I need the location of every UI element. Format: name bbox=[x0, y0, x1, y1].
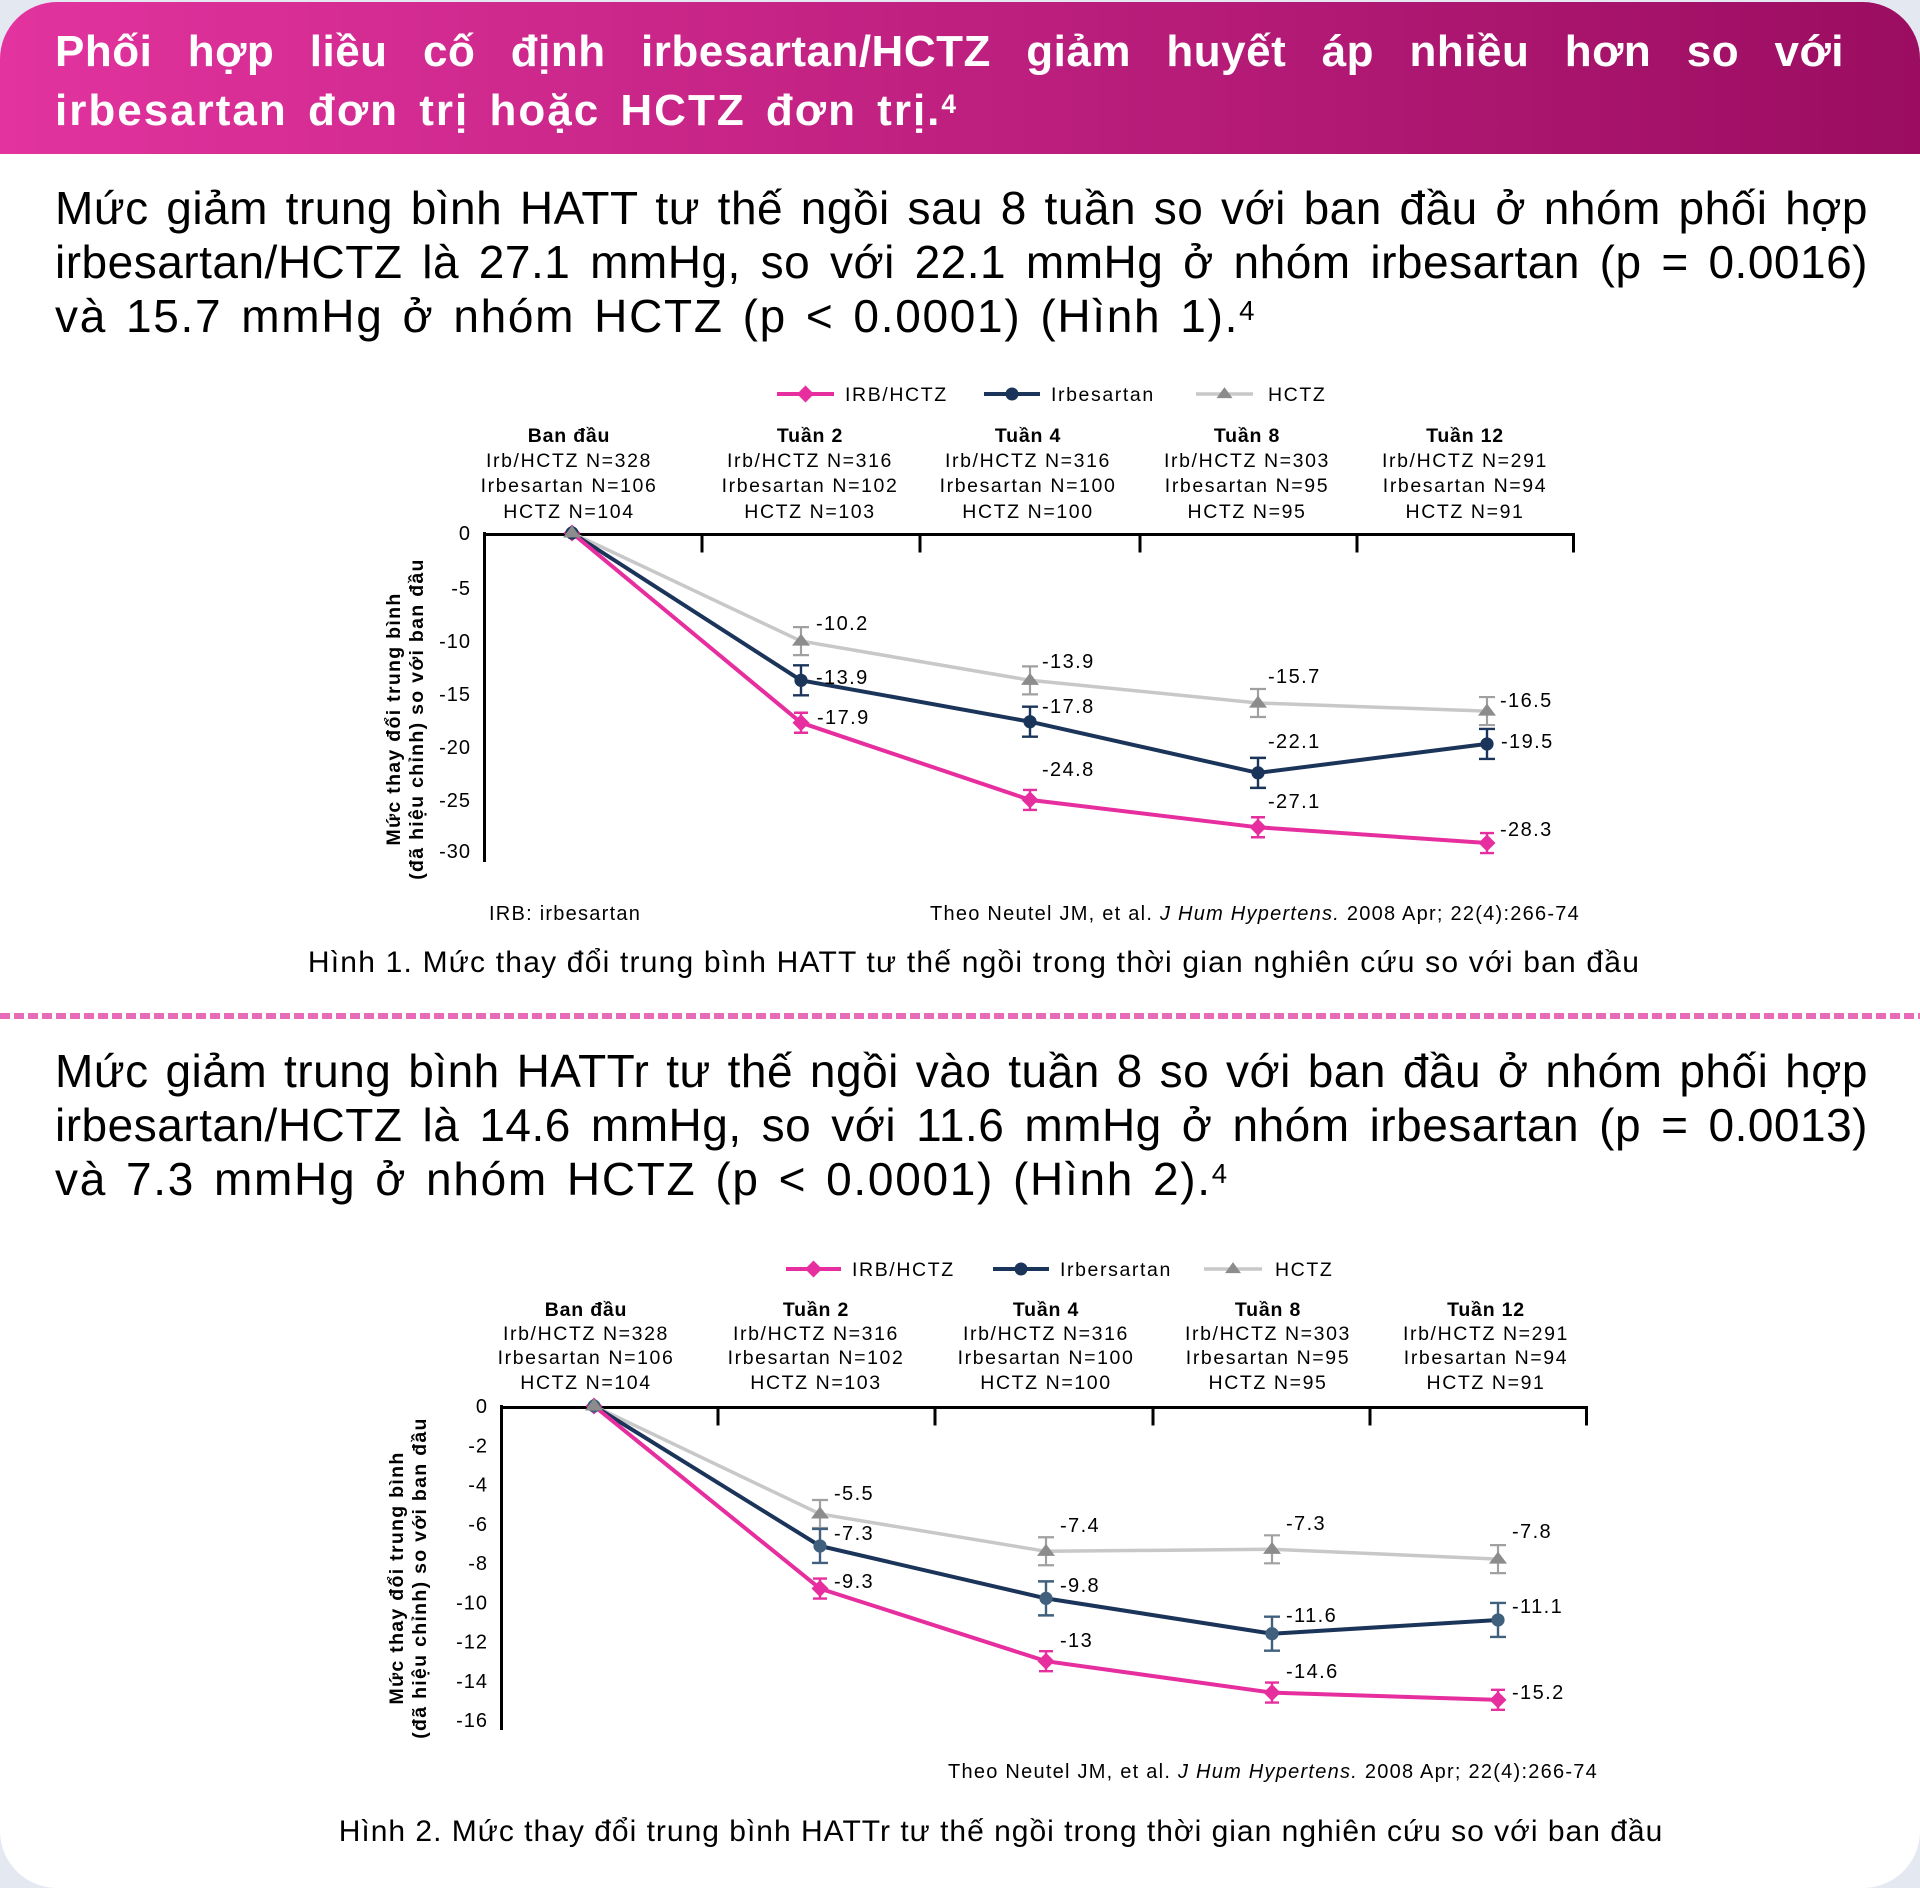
svg-text:-22.1: -22.1 bbox=[1268, 731, 1321, 753]
svg-text:(đã hiệu chỉnh) so với ban đầu: (đã hiệu chỉnh) so với ban đầu bbox=[406, 558, 428, 880]
svg-text:Irb/HCTZ N=291: Irb/HCTZ N=291 bbox=[1403, 1323, 1569, 1345]
svg-text:Tuần 4: Tuần 4 bbox=[995, 425, 1061, 447]
svg-text:Irbesartan N=102: Irbesartan N=102 bbox=[722, 475, 899, 497]
svg-text:Ban đầu: Ban đầu bbox=[528, 425, 611, 447]
svg-text:IRB: irbesartan: IRB: irbesartan bbox=[489, 903, 641, 925]
svg-text:Irb/HCTZ N=303: Irb/HCTZ N=303 bbox=[1185, 1323, 1351, 1345]
svg-text:Mức thay đổi trung bình: Mức thay đổi trung bình bbox=[383, 592, 405, 845]
svg-text:Irbesartan N=94: Irbesartan N=94 bbox=[1404, 1347, 1568, 1369]
svg-text:-15.7: -15.7 bbox=[1268, 666, 1321, 688]
svg-text:Tuần 2: Tuần 2 bbox=[777, 425, 843, 447]
svg-text:IRB/HCTZ: IRB/HCTZ bbox=[845, 384, 948, 406]
svg-text:HCTZ N=104: HCTZ N=104 bbox=[503, 501, 634, 523]
svg-text:-13.9: -13.9 bbox=[816, 667, 869, 689]
svg-text:-14: -14 bbox=[456, 1671, 488, 1693]
svg-text:Tuần 2: Tuần 2 bbox=[783, 1299, 849, 1321]
svg-text:-9.8: -9.8 bbox=[1060, 1575, 1100, 1597]
svg-text:-27.1: -27.1 bbox=[1268, 791, 1321, 813]
svg-text:(đã hiệu chỉnh) so với ban đầu: (đã hiệu chỉnh) so với ban đầu bbox=[409, 1417, 431, 1739]
svg-text:-11.1: -11.1 bbox=[1512, 1596, 1563, 1618]
svg-text:Tuần 4: Tuần 4 bbox=[1013, 1299, 1079, 1321]
svg-text:-30: -30 bbox=[439, 841, 471, 863]
svg-text:-5: -5 bbox=[451, 578, 471, 600]
svg-text:Irbesartan N=94: Irbesartan N=94 bbox=[1383, 475, 1547, 497]
svg-text:Irbesartan N=100: Irbesartan N=100 bbox=[940, 475, 1117, 497]
svg-text:-10: -10 bbox=[439, 631, 471, 653]
svg-text:Irb/HCTZ N=328: Irb/HCTZ N=328 bbox=[486, 450, 652, 472]
svg-text:0: 0 bbox=[459, 523, 471, 545]
svg-text:HCTZ: HCTZ bbox=[1268, 384, 1326, 406]
svg-text:Irbesartan N=100: Irbesartan N=100 bbox=[958, 1347, 1135, 1369]
svg-text:Irbersartan: Irbersartan bbox=[1060, 1259, 1172, 1281]
svg-text:Theo Neutel JM, et al. J Hum H: Theo Neutel JM, et al. J Hum Hypertens. … bbox=[948, 1761, 1598, 1783]
svg-text:-10: -10 bbox=[456, 1592, 488, 1614]
svg-text:-25: -25 bbox=[439, 790, 471, 812]
svg-text:-10.2: -10.2 bbox=[816, 613, 869, 635]
svg-text:-8: -8 bbox=[468, 1553, 488, 1575]
svg-text:Irb/HCTZ N=316: Irb/HCTZ N=316 bbox=[945, 450, 1111, 472]
svg-text:Mức thay đổi trung bình: Mức thay đổi trung bình bbox=[386, 1451, 408, 1704]
svg-text:Tuần 8: Tuần 8 bbox=[1214, 425, 1280, 447]
svg-text:Irbesartan N=106: Irbesartan N=106 bbox=[481, 475, 658, 497]
svg-text:Tuần 8: Tuần 8 bbox=[1235, 1299, 1301, 1321]
svg-text:Tuần 12: Tuần 12 bbox=[1426, 425, 1504, 447]
svg-text:HCTZ N=103: HCTZ N=103 bbox=[744, 501, 875, 523]
svg-text:HCTZ N=91: HCTZ N=91 bbox=[1427, 1372, 1546, 1394]
svg-text:Theo Neutel JM, et al. J Hum H: Theo Neutel JM, et al. J Hum Hypertens. … bbox=[930, 903, 1580, 925]
svg-text:Tuần 12: Tuần 12 bbox=[1447, 1299, 1525, 1321]
svg-text:Hình 1. Mức thay đổi trung bìn: Hình 1. Mức thay đổi trung bình HATT tư … bbox=[308, 946, 1640, 979]
svg-text:-15: -15 bbox=[439, 684, 471, 706]
svg-text:-17.9: -17.9 bbox=[817, 707, 870, 729]
svg-text:-11.6: -11.6 bbox=[1286, 1605, 1337, 1627]
svg-text:-28.3: -28.3 bbox=[1500, 819, 1553, 841]
svg-text:Irbesartan N=102: Irbesartan N=102 bbox=[728, 1347, 905, 1369]
svg-text:HCTZ N=103: HCTZ N=103 bbox=[750, 1372, 881, 1394]
svg-text:-6: -6 bbox=[468, 1514, 488, 1536]
svg-text:Irb/HCTZ N=328: Irb/HCTZ N=328 bbox=[503, 1323, 669, 1345]
svg-text:HCTZ: HCTZ bbox=[1275, 1259, 1333, 1281]
svg-text:HCTZ N=95: HCTZ N=95 bbox=[1209, 1372, 1328, 1394]
svg-text:-7.3: -7.3 bbox=[834, 1523, 874, 1545]
svg-text:-7.4: -7.4 bbox=[1060, 1515, 1100, 1537]
svg-text:-16: -16 bbox=[456, 1710, 488, 1732]
svg-text:-2: -2 bbox=[468, 1435, 488, 1457]
svg-text:-7.3: -7.3 bbox=[1286, 1513, 1326, 1535]
svg-text:-9.3: -9.3 bbox=[834, 1571, 874, 1593]
svg-text:HCTZ N=95: HCTZ N=95 bbox=[1188, 501, 1307, 523]
svg-text:0: 0 bbox=[476, 1396, 488, 1418]
svg-text:Irb/HCTZ N=316: Irb/HCTZ N=316 bbox=[733, 1323, 899, 1345]
svg-text:-20: -20 bbox=[439, 737, 471, 759]
svg-text:Ban đầu: Ban đầu bbox=[545, 1299, 628, 1321]
svg-text:-4: -4 bbox=[468, 1475, 488, 1497]
svg-text:Irb/HCTZ N=303: Irb/HCTZ N=303 bbox=[1164, 450, 1330, 472]
svg-text:-14.6: -14.6 bbox=[1286, 1661, 1339, 1683]
svg-text:-5.5: -5.5 bbox=[834, 1483, 874, 1505]
svg-text:Irbesartan N=106: Irbesartan N=106 bbox=[498, 1347, 675, 1369]
svg-text:HCTZ N=91: HCTZ N=91 bbox=[1406, 501, 1525, 523]
svg-text:Irbesartan: Irbesartan bbox=[1051, 384, 1155, 406]
svg-text:Irb/HCTZ N=291: Irb/HCTZ N=291 bbox=[1382, 450, 1548, 472]
svg-text:-15.2: -15.2 bbox=[1512, 1682, 1565, 1704]
svg-text:HCTZ N=100: HCTZ N=100 bbox=[980, 1372, 1111, 1394]
svg-text:-16.5: -16.5 bbox=[1500, 690, 1553, 712]
svg-text:HCTZ N=100: HCTZ N=100 bbox=[962, 501, 1093, 523]
svg-text:-17.8: -17.8 bbox=[1042, 696, 1095, 718]
svg-text:-7.8: -7.8 bbox=[1512, 1521, 1552, 1543]
svg-text:Irbesartan N=95: Irbesartan N=95 bbox=[1186, 1347, 1350, 1369]
svg-text:HCTZ N=104: HCTZ N=104 bbox=[520, 1372, 651, 1394]
svg-text:Irb/HCTZ N=316: Irb/HCTZ N=316 bbox=[963, 1323, 1129, 1345]
svg-text:-13: -13 bbox=[1060, 1630, 1093, 1652]
svg-text:IRB/HCTZ: IRB/HCTZ bbox=[852, 1259, 955, 1281]
svg-text:Hình 2. Mức thay đổi trung bìn: Hình 2. Mức thay đổi trung bình HATTr tư… bbox=[339, 1815, 1664, 1848]
svg-text:-24.8: -24.8 bbox=[1042, 759, 1095, 781]
svg-text:Irbesartan N=95: Irbesartan N=95 bbox=[1165, 475, 1329, 497]
svg-text:-12: -12 bbox=[456, 1632, 488, 1654]
svg-text:Irb/HCTZ N=316: Irb/HCTZ N=316 bbox=[727, 450, 893, 472]
svg-text:-19.5: -19.5 bbox=[1501, 731, 1554, 753]
svg-text:-13.9: -13.9 bbox=[1042, 651, 1095, 673]
